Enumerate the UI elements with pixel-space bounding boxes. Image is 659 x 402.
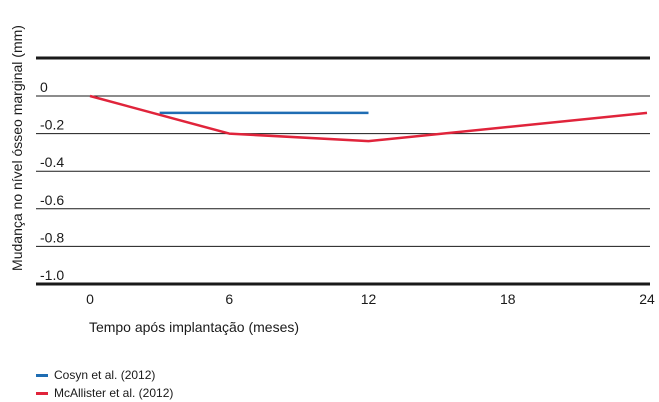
y-tick-label: -0.2 <box>40 117 64 133</box>
y-tick-label: -0.6 <box>40 192 64 208</box>
x-tick-label: 0 <box>86 291 94 307</box>
legend-item-cosyn: Cosyn et al. (2012) <box>36 366 173 384</box>
x-tick-label: 18 <box>500 291 516 307</box>
x-tick-labels: 0 6 12 18 24 <box>86 291 655 307</box>
line-chart: 0 -0.2 -0.4 -0.6 -0.8 -1.0 0 6 12 18 24 Mudança n… <box>9 25 655 335</box>
series-line-mcallister <box>89 94 648 143</box>
x-tick-label: 24 <box>639 291 655 307</box>
legend-item-mcallister: McAllister et al. (2012) <box>36 384 173 402</box>
legend-label-mcallister: McAllister et al. (2012) <box>54 386 174 400</box>
legend-swatch-cosyn <box>36 373 48 377</box>
legend: Cosyn et al. (2012) McAllister et al. (2… <box>36 366 173 402</box>
y-tick-label: -0.4 <box>40 154 64 170</box>
y-tick-label: -1.0 <box>40 267 64 283</box>
x-axis-label: Tempo após implantação (meses) <box>89 319 299 335</box>
x-tick-label: 6 <box>225 291 233 307</box>
y-tick-label: -0.8 <box>40 229 64 245</box>
series-lines <box>89 94 648 143</box>
grid-lines <box>36 56 650 286</box>
y-tick-label: 0 <box>40 79 48 95</box>
x-tick-label: 12 <box>361 291 377 307</box>
y-axis-label: Mudança no nível ósseo marginal (mm) <box>9 25 25 271</box>
legend-swatch-mcallister <box>36 391 48 395</box>
y-tick-labels: 0 -0.2 -0.4 -0.6 -0.8 -1.0 <box>40 79 64 283</box>
legend-label-cosyn: Cosyn et al. (2012) <box>54 368 156 382</box>
